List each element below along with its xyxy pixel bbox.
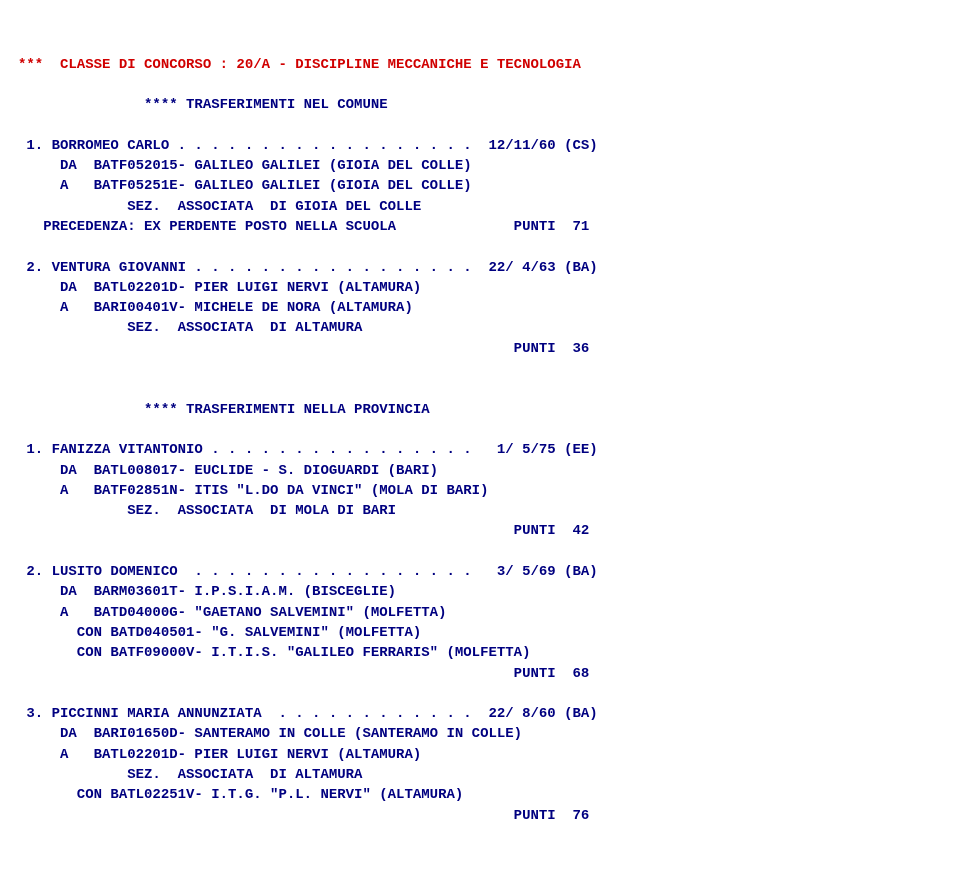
entry-line: 2. VENTURA GIOVANNI . . . . . . . . . . …: [18, 260, 598, 276]
entry-line: 2. LUSITO DOMENICO . . . . . . . . . . .…: [18, 564, 598, 580]
entry-line: DA BARM03601T- I.P.S.I.A.M. (BISCEGLIE): [18, 584, 396, 600]
entry-line: DA BATF052015- GALILEO GALILEI (GIOIA DE…: [18, 158, 472, 174]
entry-line: 1. FANIZZA VITANTONIO . . . . . . . . . …: [18, 442, 598, 458]
entry-line: A BATF05251E- GALILEO GALILEI (GIOIA DEL…: [18, 178, 472, 194]
entry-line: A BATF02851N- ITIS "L.DO DA VINCI" (MOLA…: [18, 483, 488, 499]
entry-line: SEZ. ASSOCIATA DI MOLA DI BARI: [18, 503, 396, 519]
entry-line: A BATD04000G- "GAETANO SALVEMINI" (MOLFE…: [18, 605, 446, 621]
entry-line: DA BARI01650D- SANTERAMO IN COLLE (SANTE…: [18, 726, 522, 742]
entry-line: CON BATD040501- "G. SALVEMINI" (MOLFETTA…: [18, 625, 421, 641]
entry-line: SEZ. ASSOCIATA DI ALTAMURA: [18, 767, 362, 783]
entry-line: A BATL02201D- PIER LUIGI NERVI (ALTAMURA…: [18, 747, 421, 763]
entry-line: 3. PICCINNI MARIA ANNUNZIATA . . . . . .…: [18, 706, 598, 722]
entry-line: PRECEDENZA: EX PERDENTE POSTO NELLA SCUO…: [18, 219, 589, 235]
entry-line: CON BATF09000V- I.T.I.S. "GALILEO FERRAR…: [18, 645, 530, 661]
entry-line: 1. BORROMEO CARLO . . . . . . . . . . . …: [18, 138, 598, 154]
entry-line: SEZ. ASSOCIATA DI ALTAMURA: [18, 320, 362, 336]
classe-header: *** CLASSE DI CONCORSO : 20/A - DISCIPLI…: [18, 57, 581, 73]
entry-line: CON BATL02251V- I.T.G. "P.L. NERVI" (ALT…: [18, 787, 463, 803]
entry-line: PUNTI 42: [18, 523, 589, 539]
entry-line: DA BATL008017- EUCLIDE - S. DIOGUARDI (B…: [18, 463, 438, 479]
entry-line: SEZ. ASSOCIATA DI GIOIA DEL COLLE: [18, 199, 421, 215]
entry-line: PUNTI 76: [18, 808, 589, 824]
entry-line: A BARI00401V- MICHELE DE NORA (ALTAMURA): [18, 300, 413, 316]
section-title: **** TRASFERIMENTI NELLA PROVINCIA: [18, 402, 430, 418]
entry-line: PUNTI 36: [18, 341, 589, 357]
entry-line: PUNTI 68: [18, 666, 589, 682]
entry-line: DA BATL02201D- PIER LUIGI NERVI (ALTAMUR…: [18, 280, 421, 296]
section-title: **** TRASFERIMENTI NEL COMUNE: [18, 97, 388, 113]
